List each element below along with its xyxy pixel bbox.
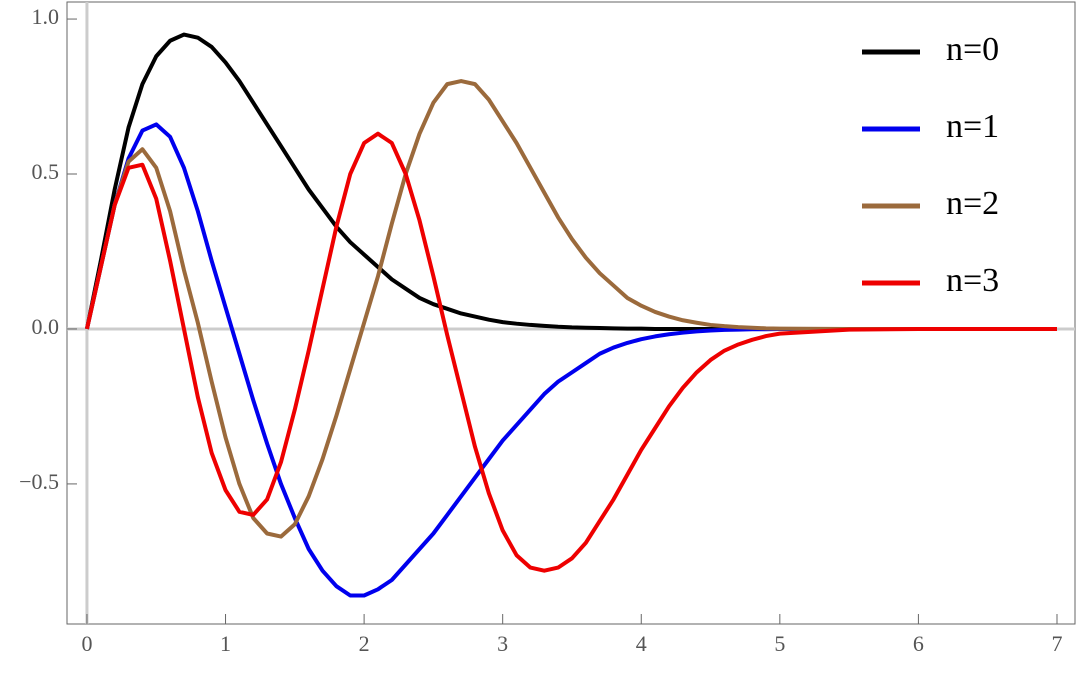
- y-tick-label: 0.0: [32, 314, 60, 339]
- x-tick-label: 1: [220, 631, 231, 656]
- line-series: [84, 122, 1057, 598]
- plot-frame: [66, 1, 1076, 625]
- x-tick-label: 7: [1051, 631, 1062, 656]
- x-tick-label: 6: [913, 631, 924, 656]
- y-tick-label: 1.0: [32, 4, 60, 29]
- line-series: [84, 131, 1057, 573]
- x-tick-label: 0: [81, 631, 92, 656]
- x-tick-label: 4: [636, 631, 647, 656]
- legend-label: n=2: [946, 185, 999, 222]
- x-tick-label: 3: [497, 631, 508, 656]
- y-tick-label: 0.5: [32, 159, 60, 184]
- line-series: [84, 79, 1057, 539]
- legend-label: n=1: [946, 108, 999, 145]
- x-tick-label: 5: [774, 631, 785, 656]
- legend-label: n=3: [946, 262, 999, 299]
- legend-label: n=0: [946, 31, 999, 68]
- y-tick-label: −0.5: [19, 469, 59, 494]
- x-tick-label: 2: [359, 631, 370, 656]
